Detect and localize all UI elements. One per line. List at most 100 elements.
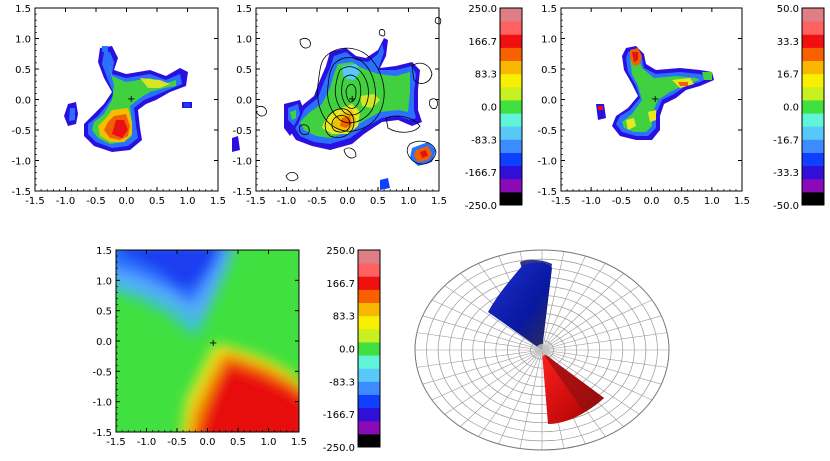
polar-grid-spoke: [422, 349, 543, 385]
panel-3-ytick-label: -1.5: [537, 187, 557, 198]
panel-2: + -1.5 -1.0 -0.5 0.0 0.5 1.0 1.5 -1.5 -1.0 -0.5 0.…: [232, 4, 447, 207]
colorbar-1-swatch: [500, 47, 522, 62]
panel-3: + -1.5 -1.0 -0.5 0.0 0.5 1.0 1.5 -1.5 -1.0 -0.5 0.…: [537, 4, 749, 207]
panel-1-ytick-label: 1.5: [15, 4, 31, 15]
panel-2-ytick-label: -1.5: [232, 187, 252, 198]
panel-1-xtick-label: -1.0: [56, 196, 76, 207]
colorbar-1-tick-label: -166.7: [465, 168, 497, 179]
panel-2-axes: -1.5 -1.0 -0.5 0.0 0.5 1.0 1.5 -1.5 -1.0 -0.5 0.0 0…: [232, 4, 446, 207]
panel-1-xtick-label: -1.5: [25, 196, 45, 207]
panel-2-xtick-label: -1.5: [246, 196, 266, 207]
colorbar-2-tick-label: 50.0: [777, 4, 799, 15]
panel-4: + -1.5 -1.0 -0.5 0.0 0.5 1.0 1.5 -1.5 -1.0 -0.5 0.…: [92, 246, 307, 448]
colorbar-1-swatches: [499, 7, 523, 206]
polar-grid-spoke: [541, 349, 653, 401]
panel-1-xtick-label: 1.5: [210, 196, 226, 207]
panel-4-ytick-label: -1.0: [92, 398, 112, 409]
polar-grid-spoke: [541, 299, 653, 351]
colorbar-3-swatch: [358, 276, 380, 290]
colorbar-1-swatch: [500, 8, 522, 22]
panel-3-xtick-label: -1.0: [581, 196, 601, 207]
panel-4-xtick-label: -0.5: [167, 437, 187, 448]
panel-4-xtick-label: 1.5: [291, 437, 307, 448]
polar-grid-spoke: [431, 299, 543, 351]
polar-grid-spoke: [444, 285, 543, 351]
colorbar-1-swatch: [500, 21, 522, 35]
panel-4-xtick-label: 1.0: [261, 437, 277, 448]
colorbar-1-tick-label: -83.3: [471, 135, 497, 146]
colorbar-2-swatch: [802, 47, 824, 62]
panel-1-center-marker: +: [127, 94, 135, 105]
panel-1-map: [64, 46, 192, 152]
panel-3-xtick-label: 1.5: [734, 196, 750, 207]
panel-1-xtick-label: 0.0: [119, 196, 135, 207]
panel-3-xtick-label: -0.5: [612, 196, 632, 207]
panel-2-ytick-label: -0.5: [232, 126, 252, 137]
colorbar-3-tick-label: -250.0: [323, 443, 355, 454]
bicone-model: [414, 249, 670, 451]
colorbar-2-tick-label: -33.3: [773, 168, 799, 179]
polar-grid-rim: [414, 249, 670, 451]
red-cone-shade: [542, 352, 604, 412]
panel-3-xtick-label: 1.0: [704, 196, 720, 207]
panel-1-ytick-label: 0.0: [15, 96, 31, 107]
colorbar-2-swatch: [802, 8, 824, 22]
colorbar-1-swatch: [500, 139, 522, 153]
colorbar-3-tick-label: 83.3: [333, 312, 355, 323]
panel-3-xtick-label: 0.0: [644, 196, 660, 207]
panel-1-ytick-label: 1.0: [15, 35, 31, 46]
colorbar-1-swatch: [500, 165, 522, 180]
colorbar-2-swatch: [802, 178, 824, 193]
panel-1-xtick-label: 1.0: [180, 196, 196, 207]
panel-1: + -1.5 -1.0 -0.5 0.0 0.5 1.0 1.5 -1.5 -1.0 -0.5 0.…: [11, 4, 225, 207]
colorbar-3-tick-label: 250.0: [326, 246, 355, 257]
panel-2-xtick-label: 1.0: [401, 196, 417, 207]
colorbar-2: 50.0 33.3 16.7 0.0 -16.7 -33.3 -50.0: [773, 4, 825, 212]
panel-2-map: [232, 17, 442, 190]
colorbar-1-swatch: [500, 99, 522, 114]
colorbar-3-swatch: [358, 368, 380, 382]
colorbar-2-frame: [801, 7, 825, 206]
colorbar-3-swatch: [358, 394, 380, 409]
colorbar-3-swatch: [358, 407, 380, 422]
panel-3-ytick-label: 0.0: [541, 96, 557, 107]
polar-grid-spoke: [422, 315, 543, 351]
colorbar-1-tick-label: 250.0: [468, 4, 497, 15]
colorbar-1: 250.0 166.7 83.3 0.0 -83.3 -166.7 -250.0: [465, 4, 523, 212]
colorbar-2-swatch: [802, 139, 824, 153]
panel-1-ytick-label: -0.5: [11, 126, 31, 137]
colorbar-3-tick-label: 166.7: [326, 279, 355, 290]
colorbar-3-swatch: [358, 433, 380, 448]
panel-3-center-marker: +: [651, 94, 659, 105]
panel-1-axes: -1.5 -1.0 -0.5 0.0 0.5 1.0 1.5 -1.5 -1.0 -0.5 0.0 0…: [11, 4, 225, 207]
colorbar-2-tick-label: 33.3: [777, 37, 799, 48]
panel-2-contours: [255, 17, 442, 182]
panel-4-ytick-label: 1.0: [96, 276, 112, 287]
colorbar-3-swatch: [358, 381, 380, 395]
colorbar-1-swatch: [500, 34, 522, 48]
colorbar-3-swatch: [358, 302, 380, 317]
polar-grid-spoke: [519, 349, 543, 449]
colorbar-1-swatch: [500, 113, 522, 127]
cone-apex: [536, 344, 548, 356]
polar-grid-spoke: [541, 349, 640, 415]
panel-2-center-marker: +: [348, 94, 356, 105]
colorbar-1-swatch: [500, 152, 522, 167]
panel-4-ytick-label: 0.0: [96, 337, 112, 348]
panel-2-xtick-label: 0.0: [340, 196, 356, 207]
colorbar-2-swatch: [802, 113, 824, 127]
panel-1-xtick-label: 0.5: [149, 196, 165, 207]
polar-grid-spoke: [541, 255, 586, 351]
panel-2-xtick-label: 0.5: [370, 196, 386, 207]
colorbar-2-tick-label: -50.0: [773, 201, 799, 212]
panel-2-ytick-label: -1.0: [232, 157, 252, 168]
panel-3-ytick-label: -1.0: [537, 157, 557, 168]
colorbar-3-tick-label: -166.7: [323, 410, 355, 421]
polar-grid-spoke: [541, 315, 662, 351]
colorbar-3-swatch: [358, 341, 380, 356]
polar-grid-spoke: [416, 349, 543, 368]
polar-grid-spoke: [541, 332, 668, 351]
polar-grid-spoke: [444, 349, 543, 415]
colorbar-1-tick-label: 83.3: [475, 70, 497, 81]
polar-grid-spoke: [541, 285, 640, 351]
